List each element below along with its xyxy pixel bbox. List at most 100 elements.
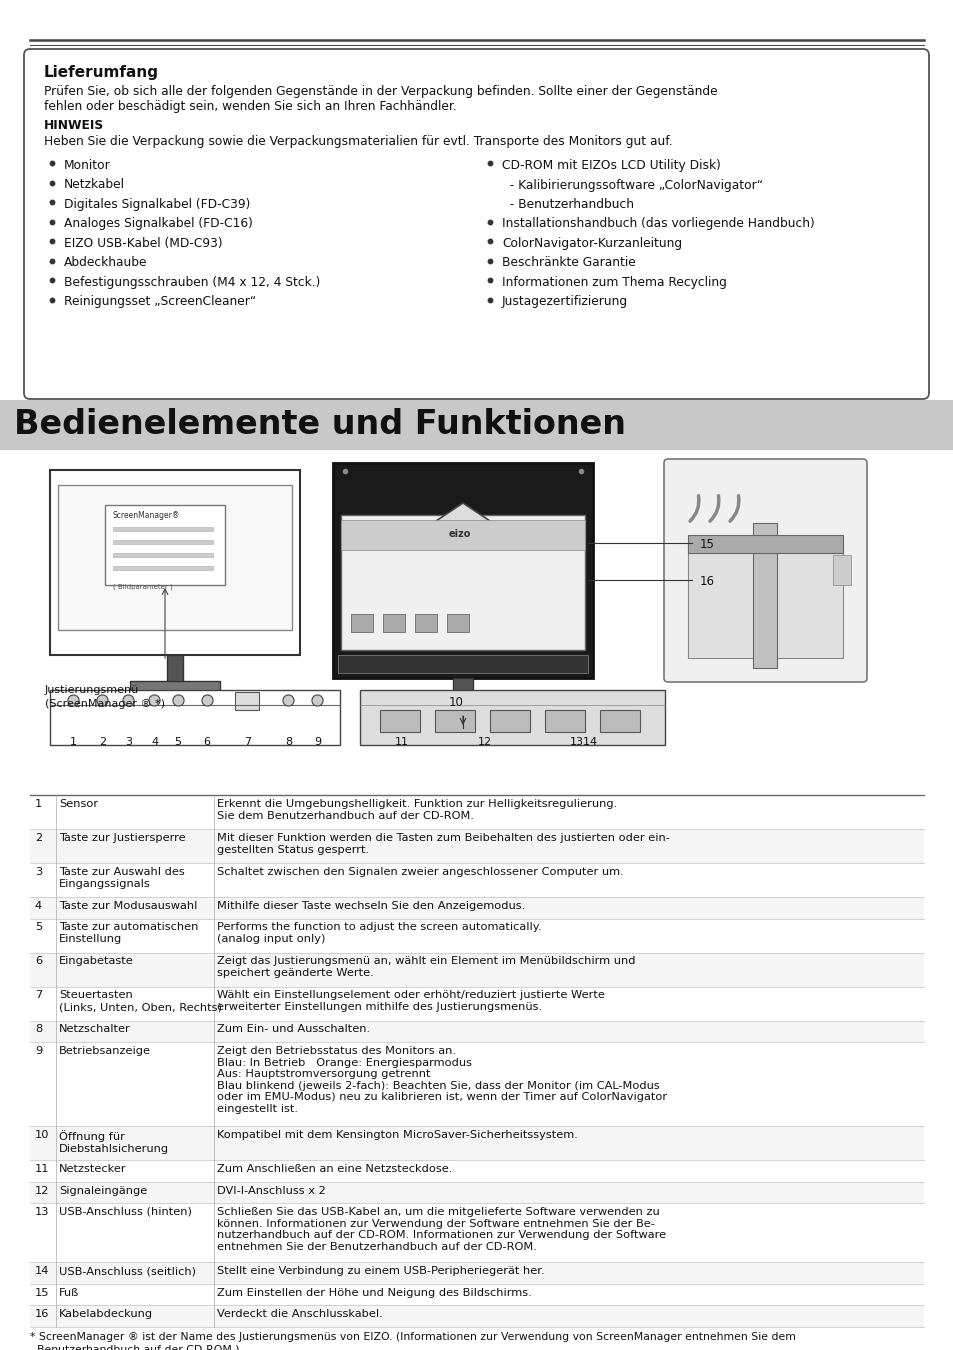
Text: Mithilfe dieser Taste wechseln Sie den Anzeigemodus.: Mithilfe dieser Taste wechseln Sie den A… [216,900,525,911]
Text: Taste zur Auswahl des
Eingangssignals: Taste zur Auswahl des Eingangssignals [59,867,185,888]
Text: 16: 16 [700,575,714,589]
Text: Netzkabel: Netzkabel [64,178,125,192]
Bar [30,1160,923,1181]
Bar [112,554,213,558]
Text: 5: 5 [174,737,181,747]
Text: - Benutzerhandbuch: - Benutzerhandbuch [501,198,634,211]
Text: Taste zur automatischen
Einstellung: Taste zur automatischen Einstellung [59,922,198,944]
Bar [235,693,259,710]
Bar [0,400,953,450]
Text: 10: 10 [449,697,463,709]
Bar [453,678,473,707]
Text: Kompatibel mit dem Kensington MicroSaver-Sicherheitssystem.: Kompatibel mit dem Kensington MicroSaver… [216,1130,578,1139]
Text: 13: 13 [35,1207,50,1216]
Text: Justierungsmenü: Justierungsmenü [45,684,139,695]
Bar [30,1181,923,1203]
Bar [30,918,923,953]
Bar [30,829,923,863]
Text: 9: 9 [314,737,320,747]
Text: HINWEIS: HINWEIS [44,119,104,132]
Bar [112,540,213,544]
Bar [337,655,587,674]
Bar [544,710,584,732]
Text: 15: 15 [700,539,714,551]
Text: 4: 4 [35,900,42,911]
Text: Zum Ein- und Ausschalten.: Zum Ein- und Ausschalten. [216,1025,370,1034]
Text: fehlen oder beschädigt sein, wenden Sie sich an Ihren Fachhändler.: fehlen oder beschädigt sein, wenden Sie … [44,100,456,113]
Bar [30,1042,923,1126]
Text: USB-Anschluss (hinten): USB-Anschluss (hinten) [59,1207,192,1216]
Text: Digitales Signalkabel (FD-C39): Digitales Signalkabel (FD-C39) [64,198,250,211]
Text: Verdeckt die Anschlusskabel.: Verdeckt die Anschlusskabel. [216,1310,382,1319]
Bar [112,566,213,570]
Text: 16: 16 [35,1310,50,1319]
Bar [340,520,584,549]
Text: Installationshandbuch (das vorliegende Handbuch): Installationshandbuch (das vorliegende H… [501,217,814,231]
Bar [30,1284,923,1305]
Text: 6: 6 [203,737,211,747]
Text: Schaltet zwischen den Signalen zweier angeschlossener Computer um.: Schaltet zwischen den Signalen zweier an… [216,867,623,878]
Text: 1: 1 [35,799,42,809]
Bar [415,614,436,632]
Text: Beschränkte Garantie: Beschränkte Garantie [501,256,635,270]
Text: 8: 8 [35,1025,42,1034]
Text: Zeigt den Betriebsstatus des Monitors an.
Blau: In Betrieb   Orange: Energiespar: Zeigt den Betriebsstatus des Monitors an… [216,1046,666,1114]
Text: 10: 10 [35,1130,50,1139]
Text: Monitor: Monitor [64,159,111,171]
Bar [382,614,405,632]
Text: Benutzerhandbuch auf der CD-ROM.): Benutzerhandbuch auf der CD-ROM.) [30,1345,239,1350]
Bar [379,710,419,732]
Bar [599,710,639,732]
Bar [447,614,469,632]
Bar [687,535,842,554]
Bar [340,514,584,649]
Bar [130,680,220,691]
Bar [30,896,923,918]
Text: ScreenManager®: ScreenManager® [112,512,180,520]
Text: eizo: eizo [449,529,471,539]
Text: Taste zur Modusauswahl: Taste zur Modusauswahl [59,900,197,911]
Bar [333,463,593,678]
Bar [105,505,225,585]
Text: CD-ROM mit EIZOs LCD Utility Disk): CD-ROM mit EIZOs LCD Utility Disk) [501,159,720,171]
Text: 12: 12 [35,1185,50,1196]
Text: Netzschalter: Netzschalter [59,1025,131,1034]
Bar [752,522,776,668]
Text: 2: 2 [35,833,42,842]
Text: Zeigt das Justierungsmenü an, wählt ein Element im Menübildschirm und
speichert : Zeigt das Justierungsmenü an, wählt ein … [216,957,635,979]
Text: * ScreenManager ® ist der Name des Justierungsmenüs von EIZO. (Informationen zur: * ScreenManager ® ist der Name des Justi… [30,1331,795,1342]
Bar [30,1126,923,1160]
Text: EIZO USB-Kabel (MD-C93): EIZO USB-Kabel (MD-C93) [64,238,222,250]
Text: Prüfen Sie, ob sich alle der folgenden Gegenstände in der Verpackung befinden. S: Prüfen Sie, ob sich alle der folgenden G… [44,85,717,99]
Text: Kabelabdeckung: Kabelabdeckung [59,1310,153,1319]
Text: Taste zur Justiersperre: Taste zur Justiersperre [59,833,186,842]
Text: 9: 9 [35,1046,42,1056]
Bar [30,795,923,829]
Bar [687,543,842,657]
Text: 5: 5 [35,922,42,933]
Text: Steuertasten
(Links, Unten, Oben, Rechts): Steuertasten (Links, Unten, Oben, Rechts… [59,991,222,1012]
Text: 6: 6 [35,957,42,967]
Text: 3: 3 [125,737,132,747]
Bar [50,690,339,745]
Bar [351,614,373,632]
Bar [50,470,299,655]
Bar [167,655,183,683]
Bar [413,706,513,718]
Text: Schließen Sie das USB-Kabel an, um die mitgelieferte Software verwenden zu
könne: Schließen Sie das USB-Kabel an, um die m… [216,1207,665,1251]
Text: DVI-I-Anschluss x 2: DVI-I-Anschluss x 2 [216,1185,325,1196]
Bar [359,690,664,745]
Text: Befestigungsschrauben (M4 x 12, 4 Stck.): Befestigungsschrauben (M4 x 12, 4 Stck.) [64,275,320,289]
Text: Abdeckhaube: Abdeckhaube [64,256,148,270]
Text: 11: 11 [395,737,409,747]
FancyBboxPatch shape [24,49,928,400]
Bar [58,485,292,630]
Bar [435,710,475,732]
Bar [30,1203,923,1262]
Text: Erkennt die Umgebungshelligkeit. Funktion zur Helligkeitsregulierung.
Sie dem Be: Erkennt die Umgebungshelligkeit. Funktio… [216,799,617,821]
Text: USB-Anschluss (seitlich): USB-Anschluss (seitlich) [59,1266,195,1276]
Text: 7: 7 [244,737,251,747]
Text: 8: 8 [285,737,292,747]
Text: Mit dieser Funktion werden die Tasten zum Beibehalten des justierten oder ein-
g: Mit dieser Funktion werden die Tasten zu… [216,833,669,855]
Text: 1314: 1314 [569,737,598,747]
